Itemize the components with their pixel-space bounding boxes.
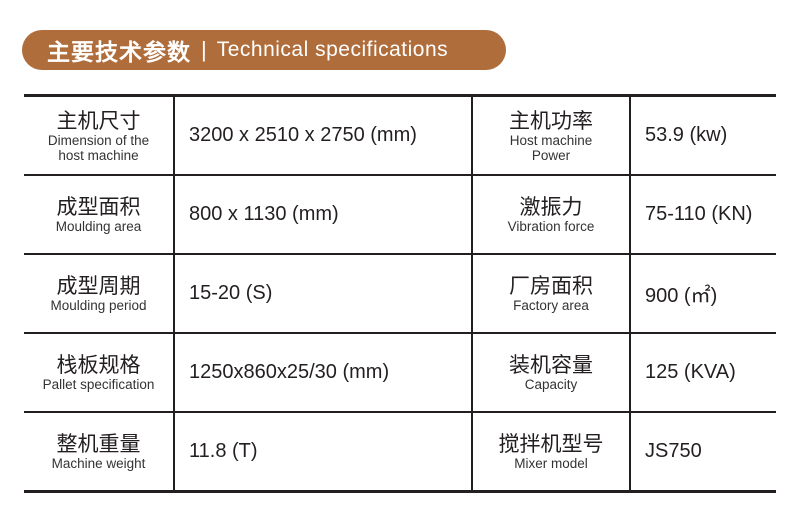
spec-value: 11.8 (T)	[173, 411, 472, 492]
spec-label-zh: 主机尺寸	[56, 108, 141, 133]
spec-label-en: Dimension of the host machine	[47, 132, 150, 163]
spec-label-zh: 搅拌机型号	[498, 432, 604, 456]
spec-label-en: Factory area	[513, 298, 589, 313]
spec-label: 成型周期 Moulding period	[24, 253, 174, 333]
spec-table: 主机尺寸 Dimension of the host machine 3200 x 2…	[24, 94, 776, 493]
spec-label-en: Machine weight	[51, 456, 146, 471]
spec-value: 1250x860x25/30 (mm)	[173, 332, 472, 412]
spec-label: 成型面积 Moulding area	[24, 174, 174, 254]
spec-value: 125 (KVA)	[629, 332, 776, 412]
spec-label-zh: 成型面积	[56, 195, 141, 219]
spec-label-zh: 装机容量	[509, 353, 593, 377]
spec-label-en: Moulding period	[50, 298, 147, 313]
section-header: 主要技术参数 | Technical specifications	[22, 30, 506, 70]
spec-value: 900 (㎡)	[629, 253, 776, 333]
spec-label-en: Capacity	[524, 377, 578, 392]
spec-label-zh: 成型周期	[56, 274, 141, 298]
spec-label: 主机功率 Host machine Power	[471, 95, 630, 175]
spec-label: 整机重量 Machine weight	[24, 411, 174, 492]
spec-value: 75-110 (KN)	[629, 174, 776, 254]
spec-label-zh: 栈板规格	[56, 353, 141, 377]
spec-value: 3200 x 2510 x 2750 (mm)	[173, 95, 472, 175]
spec-label: 搅拌机型号 Mixer model	[471, 411, 630, 492]
spec-label: 栈板规格 Pallet specification	[24, 332, 174, 412]
table-row: 成型面积 Moulding area 800 x 1130 (mm) 激振力 Vibra…	[24, 174, 776, 254]
spec-value: 800 x 1130 (mm)	[173, 174, 472, 254]
table-row: 主机尺寸 Dimension of the host machine 3200 x 2…	[24, 95, 776, 176]
spec-label: 激振力 Vibration force	[471, 174, 630, 254]
spec-label-zh: 激振力	[519, 195, 583, 219]
table-row: 栈板规格 Pallet specification 1250x860x25/30 (…	[24, 332, 776, 412]
spec-label: 主机尺寸 Dimension of the host machine	[24, 96, 174, 176]
spec-label-zh: 厂房面积	[509, 274, 593, 298]
table-row: 成型周期 Moulding period 15-20 (S) 厂房面积 Factory …	[24, 253, 776, 333]
spec-value: 15-20 (S)	[173, 253, 472, 333]
header-title-en: Technical specifications	[216, 38, 449, 61]
spec-label-en: Mixer model	[514, 456, 588, 471]
spec-label-en: Vibration force	[507, 219, 595, 234]
spec-label-zh: 主机功率	[509, 108, 593, 133]
spec-label-zh: 整机重量	[56, 432, 141, 456]
spec-value: JS750	[629, 411, 776, 492]
spec-label-en: Moulding area	[55, 219, 142, 234]
spec-label-en: Pallet specification	[42, 377, 155, 392]
header-separator: |	[201, 37, 207, 62]
table-row: 整机重量 Machine weight 11.8 (T) 搅拌机型号 Mixer mod…	[24, 411, 776, 492]
spec-value: 53.9 (kw)	[629, 95, 776, 175]
spec-label: 厂房面积 Factory area	[471, 253, 630, 333]
spec-label: 装机容量 Capacity	[471, 332, 630, 412]
spec-label-en: Host machine Power	[509, 132, 593, 163]
header-title-cn: 主要技术参数	[47, 40, 191, 66]
